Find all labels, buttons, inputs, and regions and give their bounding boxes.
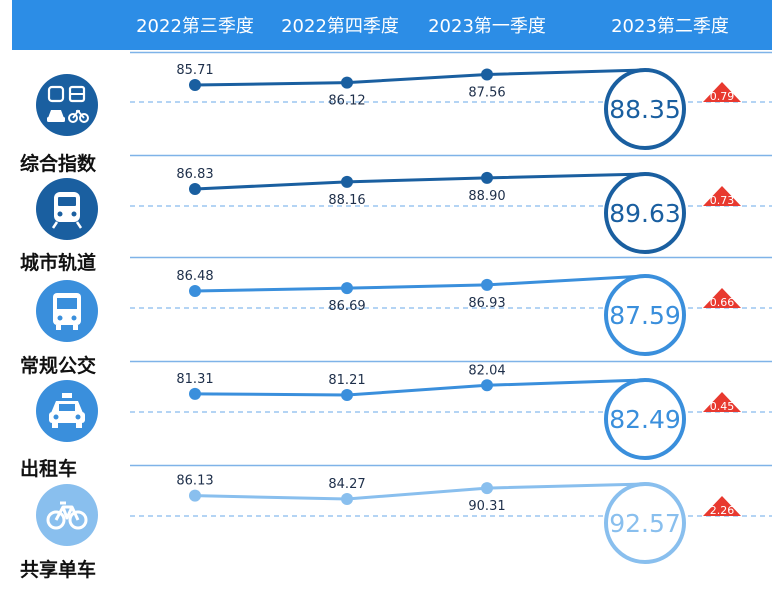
series-0: 85.71 86.12 87.56 88.35 0.79: [130, 63, 772, 150]
data-label: 85.71: [176, 63, 213, 78]
series-line: [194, 274, 646, 293]
data-label: 86.83: [176, 167, 213, 182]
data-point: [341, 389, 353, 401]
series-1: 86.83 88.16 88.90 89.63 0.73: [130, 167, 772, 254]
data-label: 90.31: [468, 499, 505, 514]
data-label: 84.27: [328, 477, 365, 492]
header-bar: 2022第三季度 2022第四季度 2023第一季度 2023第二季度: [12, 0, 772, 50]
data-point: [481, 68, 493, 81]
bicycle-icon: [36, 484, 98, 546]
latest-value-circle: [604, 172, 686, 254]
column-header-q2-2023: 2023第二季度: [611, 16, 729, 37]
increase-badge: [703, 496, 741, 516]
data-point: [189, 183, 201, 195]
data-label: 82.04: [468, 363, 505, 378]
increase-badge: [703, 288, 741, 308]
latest-value-circle: [604, 482, 686, 564]
data-point: [481, 482, 493, 495]
data-label: 81.21: [328, 373, 365, 388]
data-label: 86.12: [328, 94, 365, 109]
data-label: 86.48: [176, 269, 213, 284]
series-2: 86.48 86.69 86.93 87.59 0.66: [130, 269, 772, 356]
series-line: [194, 482, 646, 501]
series-line: [194, 378, 646, 397]
data-label: 86.93: [468, 296, 505, 311]
taxi-icon: [36, 380, 98, 442]
data-label: 88.90: [468, 189, 505, 204]
row-metro: 城市轨道: [0, 156, 772, 274]
latest-value-label: 88.35: [609, 95, 681, 124]
latest-value-circle: [604, 68, 686, 150]
latest-value-label: 87.59: [609, 301, 681, 330]
row-label-combined-index: 综合指数: [20, 153, 97, 175]
row-bus: 常规公交: [0, 258, 772, 377]
data-point: [481, 171, 493, 184]
data-point: [481, 278, 493, 291]
bus-icon: [36, 280, 98, 342]
latest-value-circle: [604, 274, 686, 356]
row-label-taxi: 出租车: [20, 458, 78, 480]
data-point: [341, 282, 353, 295]
row-combined-index: 综合指数: [0, 52, 772, 175]
series-line: [194, 172, 646, 191]
latest-value-circle: [604, 378, 686, 460]
increase-value-label: 0.73: [710, 194, 735, 207]
data-point: [189, 79, 201, 91]
data-label: 86.13: [176, 474, 213, 489]
series-3: 81.31 81.21 82.04 82.49 0.45: [130, 363, 772, 460]
series-4: 86.13 84.27 90.31 92.57 2.26: [130, 474, 772, 564]
increase-value-label: 0.66: [710, 296, 735, 309]
latest-value-label: 82.49: [609, 405, 681, 434]
increase-value-label: 2.26: [710, 504, 735, 517]
data-point: [341, 76, 353, 89]
increase-value-label: 0.45: [710, 400, 735, 413]
data-point: [481, 379, 493, 392]
data-point: [341, 493, 353, 505]
column-header-q3-2022: 2022第三季度: [136, 16, 254, 37]
data-label: 81.31: [176, 372, 213, 387]
data-point: [189, 285, 201, 297]
data-label: 88.16: [328, 193, 365, 208]
increase-badge: [703, 186, 741, 206]
latest-value-label: 89.63: [609, 199, 681, 228]
increase-badge: [703, 82, 741, 102]
increase-value-label: 0.79: [710, 90, 735, 103]
latest-value-label: 92.57: [609, 509, 681, 538]
increase-badge: [703, 392, 741, 412]
row-label-bike: 共享单车: [20, 559, 97, 581]
data-point: [189, 387, 201, 400]
row-label-bus: 常规公交: [20, 355, 97, 377]
row-label-metro: 城市轨道: [20, 252, 97, 274]
data-label: 86.69: [328, 299, 365, 314]
column-header-q1-2023: 2023第一季度: [428, 16, 546, 37]
data-point: [189, 489, 201, 502]
column-header-q4-2022: 2022第四季度: [281, 16, 399, 37]
series-line: [194, 68, 646, 87]
data-point: [341, 175, 353, 188]
row-taxi: 出租车: [0, 362, 772, 480]
metro-train-icon: [36, 178, 98, 240]
transit-combined-icon: [36, 74, 98, 136]
row-bike: 共享单车: [0, 466, 772, 581]
data-label: 87.56: [468, 85, 505, 100]
